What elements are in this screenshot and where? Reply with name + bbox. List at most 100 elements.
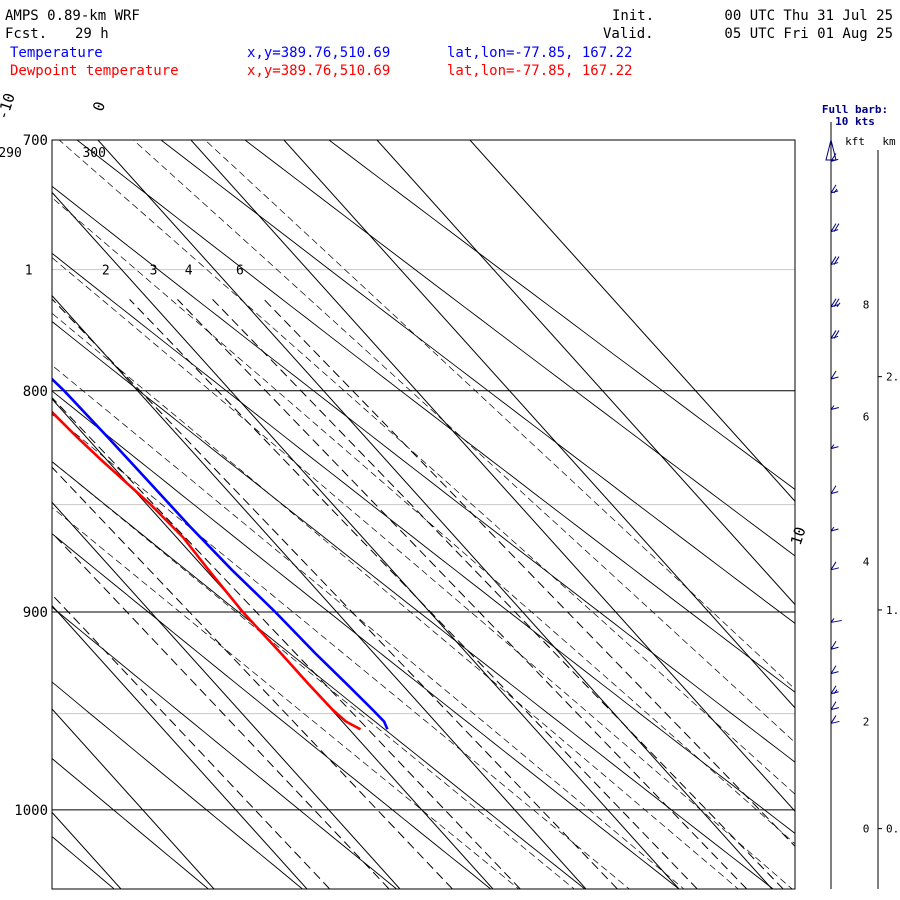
mixing-ratio-line <box>52 466 454 889</box>
mixing-ratio-label: 6 <box>236 264 244 279</box>
forecast-hours: 29 h <box>75 26 109 42</box>
wind-barb <box>830 640 839 650</box>
isotherm-line <box>283 140 795 709</box>
isotherm-line <box>376 140 795 606</box>
wind-barb-half <box>833 188 838 194</box>
mixing-ratio-label: 1 <box>25 264 33 279</box>
wind-barb-shaft <box>830 707 839 711</box>
wind-barb-shaft <box>830 528 839 532</box>
isotherm-line <box>52 191 680 889</box>
wind-barb <box>830 485 839 495</box>
wind-barb-flag <box>830 256 837 265</box>
barb-key: Full barb: 10 kts <box>822 103 888 128</box>
isotherm-line <box>97 140 773 889</box>
mixing-ratio-line <box>177 299 748 889</box>
wind-barb-half <box>830 618 835 623</box>
wind-barb-column <box>825 122 842 889</box>
moist-adiabat-line <box>52 506 520 889</box>
valid-time: 05 UTC Fri 01 Aug 25 <box>724 26 893 42</box>
mixing-ratio-label: 4 <box>185 264 193 279</box>
moist-adiabat-line <box>52 364 685 889</box>
wind-barb <box>830 370 839 380</box>
barb-key-line1: Full barb: <box>822 103 888 116</box>
mixing-ratio-label: 3 <box>150 264 158 279</box>
barb-key-line2: 10 kts <box>835 115 875 128</box>
wind-barb-flag <box>830 640 837 650</box>
sounding-profiles <box>52 377 389 731</box>
wind-barb-flag <box>833 298 840 308</box>
legend-dewpoint-xy: x,y=389.76,510.69 <box>247 63 390 79</box>
legend-temperature-label: Temperature <box>10 45 103 61</box>
wind-barb <box>830 715 840 724</box>
legend-dewpoint-label: Dewpoint temperature <box>10 63 179 79</box>
height-scale: kft km 8 6 4 2 0 2. 1. 0. <box>845 135 899 889</box>
wind-barb-flag <box>830 223 837 232</box>
wind-barb-shaft <box>830 376 839 380</box>
wind-barb-half <box>836 302 841 308</box>
wind-barb-half <box>830 405 835 410</box>
init-label: Init. <box>612 8 654 24</box>
moist-adiabat-line <box>52 197 795 845</box>
mixing-ratio-line <box>263 299 795 848</box>
dry-adiabat-label: 300 <box>82 146 105 161</box>
valid-label: Valid. <box>603 26 654 42</box>
moist-adiabat-line <box>52 312 739 889</box>
dry-adiabat-line <box>52 461 586 889</box>
pressure-tick-label: 900 <box>23 605 48 621</box>
isotherm-line <box>52 294 587 889</box>
wind-barb <box>830 685 839 695</box>
wind-barb-flag <box>830 665 837 674</box>
wind-barb <box>830 561 839 571</box>
kft-tick-label: 6 <box>863 410 870 423</box>
wind-barb-flag <box>830 685 837 694</box>
km-tick-label: 2. <box>886 371 899 384</box>
isotherm-label: 0 <box>89 99 109 113</box>
wind-barb <box>830 223 840 233</box>
kft-tick-label: 0 <box>863 823 870 836</box>
dry-adiabat-line <box>52 533 492 889</box>
km-tick-label: 1. <box>886 604 899 617</box>
wind-barb-half <box>833 689 838 695</box>
wind-barb <box>830 526 839 532</box>
dry-adiabat-line <box>52 320 774 889</box>
wind-column-top-marker <box>825 139 837 161</box>
model-title: AMPS 0.89-km WRF <box>5 8 140 24</box>
legend: Temperature x,y=389.76,510.69 lat,lon=-7… <box>10 45 632 79</box>
dewpoint-profile <box>52 410 362 731</box>
temperature-profile <box>52 377 389 730</box>
wind-barb-flag <box>830 561 837 571</box>
dry-adiabat-line <box>52 681 304 889</box>
isotherm-line <box>52 604 308 889</box>
isotherm-line <box>190 140 795 812</box>
wind-barb <box>830 330 840 339</box>
wind-barb-shaft <box>830 567 839 571</box>
wind-barb-shaft <box>830 671 839 675</box>
wind-barb <box>830 444 839 450</box>
dry-adiabat-label: 290 <box>0 146 22 161</box>
wind-barb <box>830 665 839 675</box>
kft-tick-label: 2 <box>863 715 870 728</box>
mixing-ratio-line <box>52 299 619 889</box>
wind-barb-shaft <box>830 407 839 410</box>
legend-temperature-xy: x,y=389.76,510.69 <box>247 45 390 61</box>
wind-barb-shaft <box>830 491 839 495</box>
init-time: 00 UTC Thu 31 Jul 25 <box>724 8 893 24</box>
wind-barb-shaft <box>830 720 840 724</box>
wind-barb-flag <box>830 485 837 494</box>
header: AMPS 0.89-km WRF Fcst. 29 h Init. 00 UTC… <box>5 8 893 42</box>
isotherm-label: 10 <box>787 525 810 548</box>
mixing-ratio-line <box>52 532 390 889</box>
kft-tick-label: 4 <box>863 555 870 568</box>
pressure-tick-label: 700 <box>23 133 48 149</box>
wind-barb-half <box>830 526 835 532</box>
isotherm-line <box>52 398 494 889</box>
wind-barb <box>830 618 842 623</box>
wind-barb-shaft <box>830 646 839 650</box>
wind-barb-flag <box>830 370 837 380</box>
